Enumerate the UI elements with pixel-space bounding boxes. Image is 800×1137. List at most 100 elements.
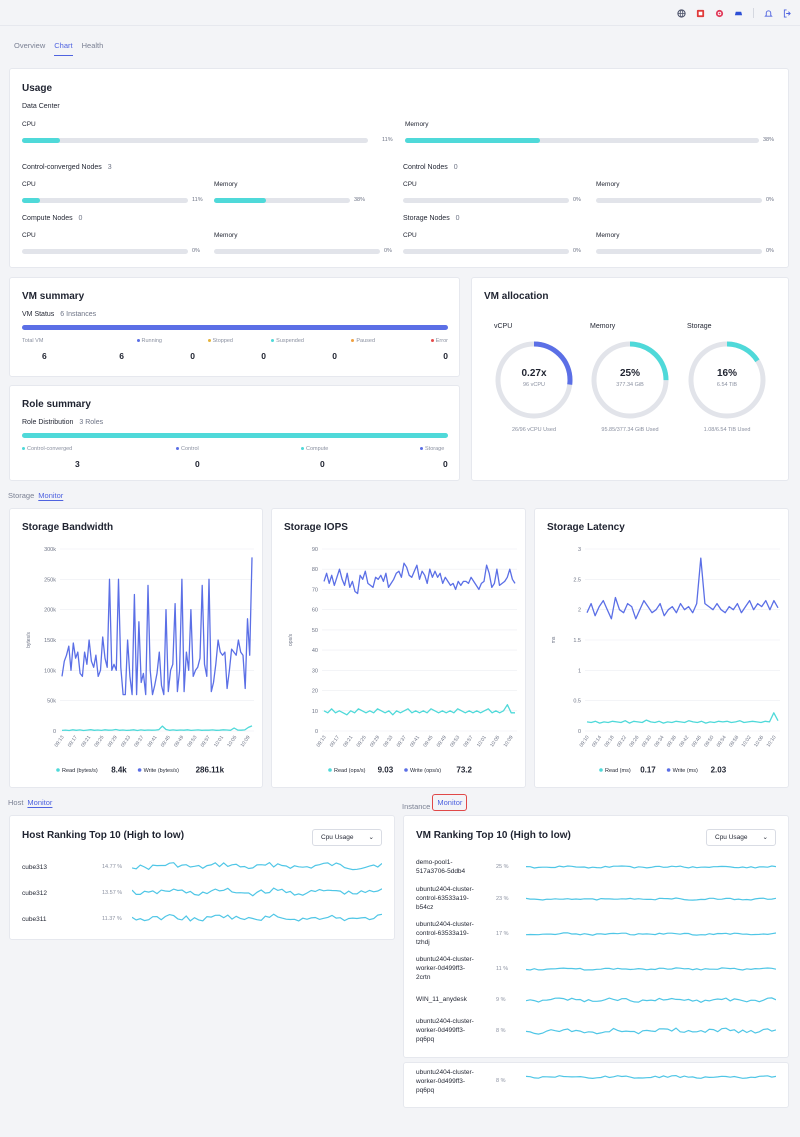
allocation-label: Memory — [590, 323, 616, 330]
legend-dot — [599, 768, 603, 772]
tab-health[interactable]: Health — [81, 41, 104, 50]
group-cpu-label: CPU — [403, 181, 417, 188]
vm-metric-select[interactable]: Cpu Usage ⌄ — [706, 829, 776, 846]
x-tick-label: 09:41 — [409, 735, 421, 749]
vm-pct: 8 % — [496, 1078, 506, 1084]
y-tick-label: 70 — [312, 587, 318, 593]
vm-status-label: VM Status 6 Instances — [22, 311, 97, 318]
vm-name[interactable]: demo-pool1- 517a3706-5ddb4 — [416, 858, 465, 876]
logout-icon[interactable] — [783, 8, 792, 18]
status-dot — [430, 339, 434, 343]
x-tick-label: 09:13 — [316, 735, 328, 749]
tab-chart[interactable]: Chart — [54, 41, 73, 56]
dc-cpu-bar — [22, 138, 368, 143]
group-cpu-label: CPU — [22, 232, 36, 239]
vm-stat-label: Suspended — [235, 338, 306, 344]
host-section-label: Host Monitor — [8, 798, 53, 807]
vm-name-line: ubuntu2404-cluster- — [416, 956, 474, 963]
role-distribution-label: Role Distribution 3 Roles — [22, 419, 104, 426]
instance-monitor-link[interactable]: Monitor — [432, 794, 468, 811]
vm-stat-label-text: Stopped — [212, 338, 234, 344]
host-monitor-link[interactable]: Monitor — [27, 798, 53, 807]
sparkline — [526, 996, 776, 1003]
group-title: Control-converged Nodes 3 — [22, 164, 112, 171]
vm-summary-card: VM summary VM Status 6 Instances Total VM… — [9, 277, 460, 377]
vm-name-line: control-63533a19- — [416, 930, 469, 937]
storage-monitor-link[interactable]: Monitor — [38, 491, 64, 500]
tab-overview[interactable]: Overview — [14, 41, 46, 50]
x-tick-label: 09:49 — [436, 735, 448, 749]
sparkline-line — [526, 931, 776, 936]
vm-stat-label: Paused — [306, 338, 377, 344]
chart-title: Storage Bandwidth — [22, 522, 114, 533]
vm-name[interactable]: ubuntu2404-cluster-worker-0d499ff3- pq6pq — [416, 1068, 474, 1095]
usage-title: Usage — [22, 83, 53, 94]
app-icon[interactable] — [696, 9, 705, 18]
x-tick-label: 09:14 — [591, 735, 603, 749]
x-tick-label: 09:37 — [396, 735, 408, 749]
y-tick-label: 100k — [44, 668, 56, 674]
vm-name-line: worker-0d499ff3- — [416, 1027, 466, 1034]
sparkline — [526, 966, 776, 971]
vm-name[interactable]: ubuntu2404-cluster-control-63533a19- tzhd… — [416, 920, 474, 947]
top-bar — [0, 0, 800, 26]
sparkline-line — [526, 896, 776, 901]
role-stat-label: Control-converged — [22, 446, 72, 452]
vm-name[interactable]: ubuntu2404-cluster-control-63533a19- b54c… — [416, 885, 474, 912]
x-tick-label: 09:33 — [382, 735, 394, 749]
sparkline — [132, 913, 382, 922]
sparkline — [526, 1026, 776, 1035]
x-tick-label: 09:29 — [369, 735, 381, 749]
legend-value: 9.03 — [378, 766, 394, 775]
bell-icon[interactable] — [764, 9, 773, 18]
x-tick-label: 09:18 — [603, 735, 615, 749]
chart-title: Storage Latency — [547, 522, 625, 533]
host-name[interactable]: cube313 — [22, 864, 47, 871]
legend-value: 8.4k — [111, 766, 127, 775]
group-memory-pct: 38% — [354, 197, 366, 203]
group-cpu-pct: 0% — [573, 197, 581, 203]
vm-allocation-title: VM allocation — [484, 291, 549, 302]
car-icon[interactable] — [734, 9, 743, 18]
vm-name-line: demo-pool1- — [416, 859, 453, 866]
sparkline — [132, 861, 382, 871]
vm-name[interactable]: ubuntu2404-cluster-worker-0d499ff3- 2crtn — [416, 955, 474, 982]
host-pct: 14.77 % — [102, 864, 123, 870]
vm-name[interactable]: ubuntu2404-cluster-worker-0d499ff3- pq6pq — [416, 1017, 474, 1044]
vm-name-line: control-63533a19- — [416, 895, 469, 902]
vm-stat-value: 6 — [119, 351, 124, 361]
sparkline-line — [132, 887, 382, 897]
vm-name-line: tzhdj — [416, 939, 430, 946]
legend-value: 73.2 — [456, 766, 472, 775]
vm-pct: 25 % — [496, 864, 509, 870]
legend-dot — [328, 768, 332, 772]
y-tick-label: 30 — [312, 668, 318, 674]
target-icon[interactable] — [715, 9, 724, 18]
status-dot — [207, 339, 211, 343]
role-stat-value: 0 — [195, 459, 200, 469]
globe-icon[interactable] — [677, 8, 686, 18]
y-tick-label: 2 — [578, 608, 581, 614]
allocation-used: 95.85/377.34 GiB Used — [601, 427, 659, 433]
x-tick-label: 09:57 — [200, 735, 212, 749]
y-tick-label: 150k — [44, 638, 56, 644]
x-tick-label: 10:01 — [476, 735, 488, 749]
vm-stat-value: 0 — [261, 351, 266, 361]
host-name[interactable]: cube311 — [22, 916, 47, 923]
gauge-fill — [591, 341, 669, 419]
x-tick-label: 10:01 — [213, 735, 225, 749]
vm-name[interactable]: WIN_11_anydesk — [416, 995, 467, 1004]
x-tick-label: 10:05 — [489, 735, 501, 749]
group-cpu-label: CPU — [22, 181, 36, 188]
host-name[interactable]: cube312 — [22, 890, 47, 897]
allocation-main-value: 0.27x — [521, 368, 547, 379]
host-metric-select[interactable]: Cpu Usage ⌄ — [312, 829, 382, 846]
storage-iops-card: Storage IOPS 90 80 70 60 50 40 30 20 10 0 ops/s 09:… — [271, 508, 526, 788]
role-stat-value: 0 — [320, 459, 325, 469]
sparkline-line — [526, 1026, 776, 1035]
vm-ranking-extra-card: ubuntu2404-cluster-worker-0d499ff3- pq6pq… — [403, 1062, 789, 1108]
group-memory-bar — [596, 249, 762, 254]
x-tick-label: 09:13 — [54, 735, 66, 749]
x-tick-label: 09:49 — [173, 735, 185, 749]
x-tick-label: 09:25 — [93, 735, 105, 749]
